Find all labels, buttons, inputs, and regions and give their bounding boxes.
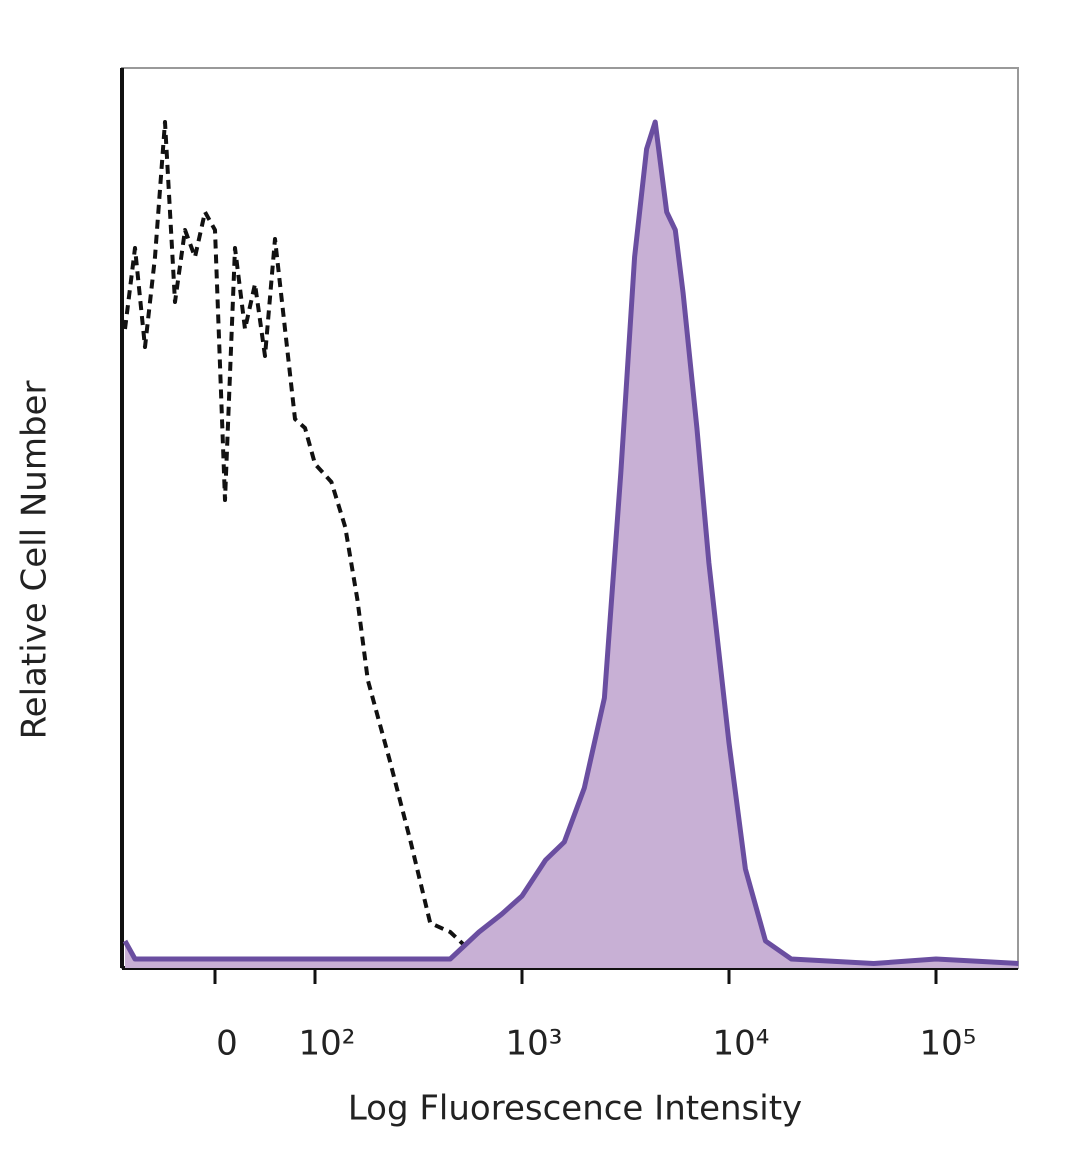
y-axis-label: Relative Cell Number — [15, 381, 55, 740]
series-line — [123, 120, 1019, 966]
series-area — [125, 122, 1019, 968]
x-tick-label: 0 — [216, 1024, 238, 1064]
x-tick-label: 10² — [299, 1024, 356, 1064]
x-axis-label: Log Fluorescence Intensity — [348, 1089, 802, 1129]
x-tick-label: 10⁵ — [920, 1024, 977, 1064]
x-tick-label: 10³ — [506, 1024, 563, 1064]
x-tick-label: 10⁴ — [713, 1024, 770, 1064]
series-line — [122, 119, 1019, 966]
